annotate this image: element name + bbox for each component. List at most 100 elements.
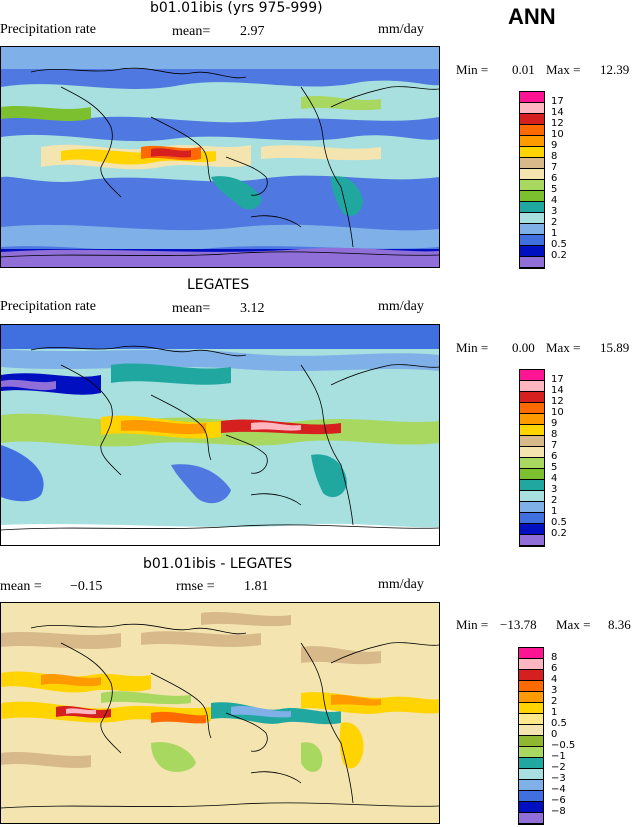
- colorbar-swatch: [519, 648, 543, 659]
- colorbar-label: −0.5: [551, 740, 576, 751]
- colorbar-label: 6: [551, 173, 558, 184]
- colorbar-label: 5: [551, 184, 558, 195]
- colorbar-swatch: [520, 169, 544, 180]
- colorbar-swatch: [520, 480, 544, 491]
- colorbar-swatch: [520, 403, 544, 414]
- panel2-units: mm/day: [378, 299, 424, 314]
- panel1-units: mm/day: [378, 22, 424, 37]
- panel3-min-label: Min =: [456, 617, 489, 632]
- panel1-max-label: Max =: [546, 62, 581, 77]
- panel1-min-label: Min =: [456, 62, 489, 77]
- colorbar-swatch: [520, 136, 544, 147]
- colorbar-swatch: [519, 670, 543, 681]
- panel2-mean-text: mean=: [172, 301, 211, 316]
- colorbar-label: 9: [551, 418, 558, 429]
- colorbar-swatch: [520, 502, 544, 513]
- colorbar-swatch: [520, 103, 544, 114]
- colorbar-swatch: [519, 758, 543, 769]
- colorbar-label: −3: [551, 773, 566, 784]
- colorbar-label: 0.2: [551, 250, 567, 261]
- colorbar-label: 3: [551, 206, 558, 217]
- colorbar-label: 4: [551, 674, 558, 685]
- colorbar-swatch: [519, 780, 543, 791]
- panel2-max-value: 15.89: [600, 340, 630, 355]
- colorbar-swatch: [519, 769, 543, 780]
- colorbar-label: 0.5: [551, 718, 567, 729]
- colorbar-swatch: [519, 813, 543, 824]
- panel1-mean-value: 2.97: [240, 24, 265, 39]
- colorbar-swatch: [520, 513, 544, 524]
- colorbar-label: 6: [551, 663, 558, 674]
- colorbar-swatch: [520, 191, 544, 202]
- panel2-variable-label: Precipitation rate: [0, 299, 97, 314]
- colorbar-swatch: [519, 725, 543, 736]
- panel3-difference-field: [1, 603, 439, 823]
- colorbar-swatch: [520, 447, 544, 458]
- colorbar-label: 4: [551, 473, 558, 484]
- colorbar-swatch: [519, 802, 543, 813]
- colorbar-swatch: [520, 392, 544, 403]
- panel1-colorbar: [519, 91, 545, 269]
- colorbar-swatch: [520, 436, 544, 447]
- panel1-variable-label: Precipitation rate: [0, 22, 97, 37]
- colorbar-label: 12: [551, 118, 564, 129]
- colorbar-label: 2: [551, 217, 558, 228]
- panel3-colorbar-labels: 8 6 4 3 2 1 0.5 0 −0.5 −1 −2 −3 −4 −6 −8: [551, 647, 591, 827]
- colorbar-swatch: [520, 114, 544, 125]
- panel3-colorbar: [518, 647, 544, 825]
- colorbar-swatch: [520, 535, 544, 546]
- panel3-mean-label: mean =: [0, 579, 42, 594]
- panel1-mean-text: mean=: [172, 24, 211, 39]
- colorbar-swatch: [520, 158, 544, 169]
- colorbar-swatch: [519, 736, 543, 747]
- colorbar-swatch: [520, 257, 544, 268]
- panel3-units: mm/day: [378, 577, 424, 592]
- colorbar-swatch: [519, 681, 543, 692]
- colorbar-label: 1: [551, 506, 558, 517]
- colorbar-swatch: [520, 224, 544, 235]
- colorbar-label: 1: [551, 228, 558, 239]
- panel2-mean-value: 3.12: [240, 301, 265, 316]
- colorbar-swatch: [520, 213, 544, 224]
- colorbar-swatch: [520, 235, 544, 246]
- colorbar-swatch: [520, 370, 544, 381]
- colorbar-label: 4: [551, 195, 558, 206]
- colorbar-label: 0: [551, 729, 558, 740]
- colorbar-swatch: [520, 180, 544, 191]
- colorbar-label: −2: [551, 762, 566, 773]
- colorbar-label: 8: [551, 652, 558, 663]
- panel1-map: [0, 46, 440, 268]
- colorbar-swatch: [520, 246, 544, 257]
- colorbar-label: 6: [551, 451, 558, 462]
- colorbar-label: 0.5: [551, 517, 567, 528]
- colorbar-label: 5: [551, 462, 558, 473]
- colorbar-swatch: [519, 659, 543, 670]
- colorbar-swatch: [520, 491, 544, 502]
- colorbar-swatch: [520, 524, 544, 535]
- colorbar-swatch: [520, 425, 544, 436]
- panel1-colorbar-labels: 17 14 12 10 9 8 7 6 5 4 3 2 1 0.5 0.2: [551, 91, 591, 271]
- colorbar-label: 12: [551, 396, 564, 407]
- colorbar-swatch: [519, 791, 543, 802]
- colorbar-label: 1: [551, 707, 558, 718]
- colorbar-label: 17: [551, 374, 564, 385]
- panel3-map: [0, 602, 440, 824]
- colorbar-swatch: [520, 414, 544, 425]
- panel1-precip-field: [1, 47, 439, 267]
- panel1-min-value: 0.01: [512, 62, 535, 77]
- panel2-colorbar-labels: 17 14 12 10 9 8 7 6 5 4 3 2 1 0.5 0.2: [551, 369, 591, 549]
- colorbar-label: 0.2: [551, 528, 567, 539]
- panel3-rmse-value: 1.81: [244, 579, 269, 594]
- colorbar-label: 7: [551, 440, 558, 451]
- colorbar-label: 9: [551, 140, 558, 151]
- panel3-max-label: Max =: [556, 617, 591, 632]
- colorbar-swatch: [519, 703, 543, 714]
- panel1-max-value: 12.39: [600, 62, 630, 77]
- colorbar-label: 10: [551, 129, 564, 140]
- colorbar-swatch: [520, 458, 544, 469]
- colorbar-label: 3: [551, 685, 558, 696]
- colorbar-label: 2: [551, 696, 558, 707]
- colorbar-label: 2: [551, 495, 558, 506]
- colorbar-swatch: [520, 92, 544, 103]
- colorbar-label: 17: [551, 96, 564, 107]
